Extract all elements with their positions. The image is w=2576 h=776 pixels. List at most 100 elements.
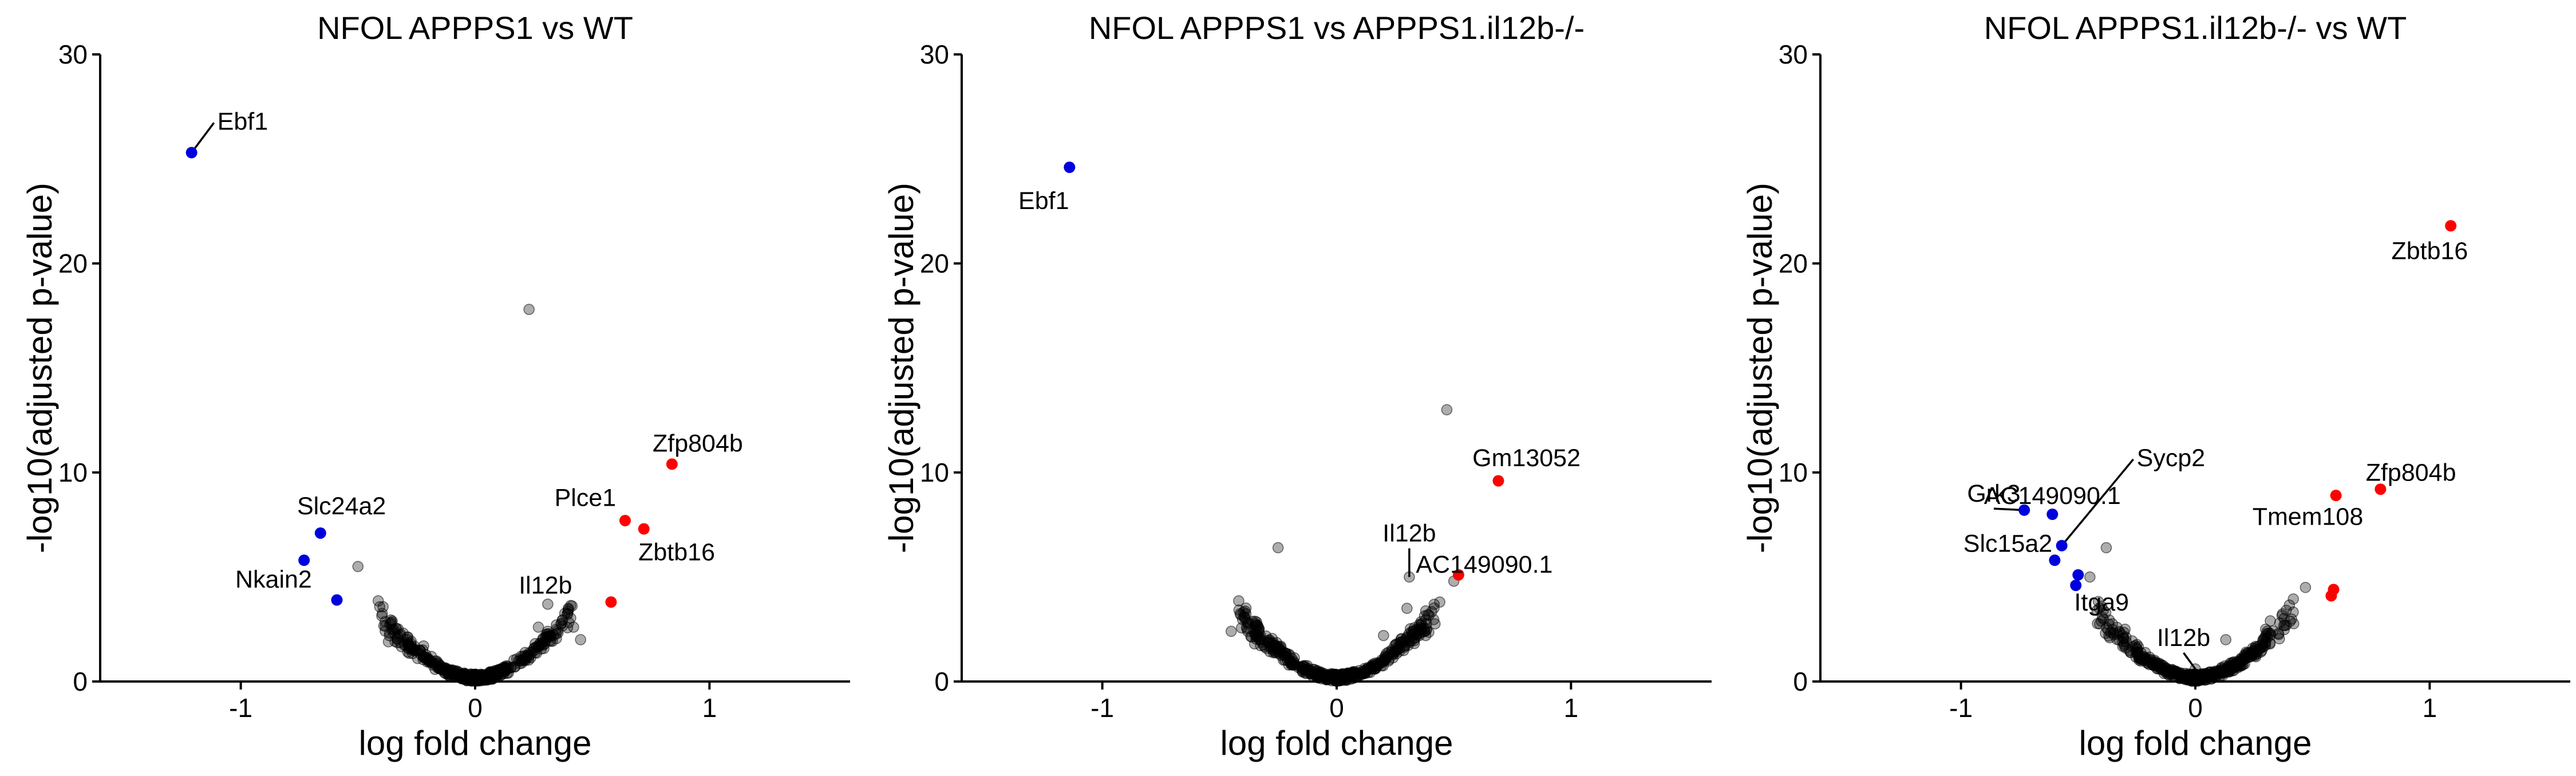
ns-point — [532, 621, 544, 633]
ns-point — [568, 621, 579, 633]
ns-point — [1249, 638, 1261, 650]
ns-point — [1372, 660, 1384, 672]
highlight-point — [2072, 569, 2084, 581]
ns-point — [1429, 618, 1441, 630]
ns-point — [498, 662, 510, 674]
point-slc24a2 — [314, 527, 326, 539]
volcano-panel-3: NFOL APPPS1.il12b-/- vs WT 0 10 20 30 -1 0 1 log… — [1741, 10, 2570, 762]
point-ebf1 — [1064, 161, 1076, 174]
y-tick-label: 0 — [1793, 667, 1808, 696]
ns-point — [2287, 606, 2299, 618]
ns-point — [447, 665, 459, 676]
y-tick-label: 20 — [1779, 249, 1808, 278]
ns-point — [417, 651, 429, 663]
ns-point — [1398, 645, 1409, 656]
x-tick-label: 0 — [2188, 693, 2203, 723]
y-tick-label: 30 — [58, 40, 88, 69]
ns-point — [2202, 669, 2214, 680]
x-axis-label: log fold change — [1220, 724, 1453, 762]
ns-point — [551, 619, 562, 631]
ns-point — [402, 637, 414, 649]
gene-label: Il12b — [519, 572, 572, 600]
point-zbtb16 — [638, 523, 650, 535]
ns-point — [2100, 542, 2112, 554]
ns-point — [469, 671, 481, 683]
ns-point — [1341, 669, 1352, 681]
gene-label: Gm13052 — [1472, 444, 1581, 472]
ns-point — [529, 644, 540, 656]
ns-point — [1272, 542, 1284, 554]
y-tick-label: 0 — [934, 667, 949, 696]
ns-point — [1332, 673, 1344, 686]
ns-point — [575, 634, 586, 645]
ns-point — [523, 304, 535, 316]
highlight-point — [2325, 590, 2337, 602]
y-tick-label: 20 — [58, 249, 88, 278]
ns-point — [1360, 664, 1372, 675]
ns-point — [1393, 645, 1405, 657]
ns-point — [2247, 647, 2259, 659]
gene-label: Zbtb16 — [2391, 238, 2468, 265]
ns-point — [2107, 618, 2118, 630]
point-il12b — [2190, 663, 2201, 675]
point-ac149090-1 — [1452, 569, 1464, 581]
ns-point — [382, 636, 394, 648]
volcano-panel-1: NFOL APPPS1 vs WT 0 10 20 30 -1 0 1 log fold cha… — [21, 10, 850, 762]
point-zbtb16 — [2445, 220, 2457, 232]
gene-label: Ebf1 — [218, 108, 268, 135]
point-il12b — [542, 598, 554, 610]
ns-point — [563, 602, 574, 614]
ns-point — [2100, 628, 2111, 639]
gene-label: Sycp2 — [2137, 444, 2206, 472]
y-tick-label: 0 — [73, 667, 88, 696]
ns-point — [1331, 671, 1343, 682]
y-tick-label: 20 — [920, 249, 949, 278]
ns-point — [1401, 602, 1413, 614]
x-tick-label: 1 — [1564, 693, 1579, 723]
ns-point-cloud — [1233, 595, 1441, 687]
gene-label: Itga9 — [2074, 589, 2129, 616]
x-tick-label: -1 — [1091, 693, 1114, 723]
point-ac149090-1 — [2046, 509, 2059, 520]
gene-label: Il12b — [2157, 624, 2210, 652]
point-zfp804b — [666, 458, 678, 470]
ns-point — [2171, 667, 2183, 678]
ns-point — [2287, 593, 2299, 605]
ns-point — [405, 643, 417, 655]
y-axis-label: -log10(adjusted p-value) — [1741, 183, 1779, 553]
ns-point — [1428, 602, 1440, 614]
point-plce1 — [619, 514, 631, 526]
ns-point — [2117, 633, 2129, 644]
ns-point — [2277, 608, 2289, 620]
ns-point — [377, 608, 388, 620]
x-tick-label: 1 — [702, 693, 717, 723]
y-tick-label: 30 — [1779, 40, 1808, 69]
ns-point — [2273, 628, 2284, 639]
ns-point — [2119, 624, 2131, 635]
ns-point — [2223, 666, 2235, 677]
highlight-point — [605, 596, 617, 608]
ns-point — [487, 673, 499, 685]
label-leader-line — [191, 122, 215, 153]
gene-label: Tmem108 — [2253, 503, 2364, 530]
x-tick-label: -1 — [229, 693, 252, 723]
ns-point — [407, 648, 418, 659]
point-gm13052 — [1492, 475, 1504, 487]
ns-point — [1441, 404, 1453, 416]
x-tick-label: -1 — [1949, 693, 1973, 723]
ns-point — [562, 622, 574, 633]
highlight-point — [331, 594, 343, 606]
gene-label: AC149090.1 — [1416, 551, 1552, 578]
x-axis-label: log fold change — [2079, 724, 2312, 762]
ns-point — [1434, 596, 1445, 608]
point-sycp2 — [2056, 539, 2068, 552]
y-tick-label: 10 — [1779, 458, 1808, 487]
ns-point — [1289, 652, 1300, 664]
ns-point — [1226, 625, 1237, 637]
ns-point — [1286, 659, 1297, 670]
ns-point — [2300, 582, 2312, 593]
gene-label: Slc24a2 — [297, 493, 386, 520]
y-tick-label: 30 — [920, 40, 949, 69]
